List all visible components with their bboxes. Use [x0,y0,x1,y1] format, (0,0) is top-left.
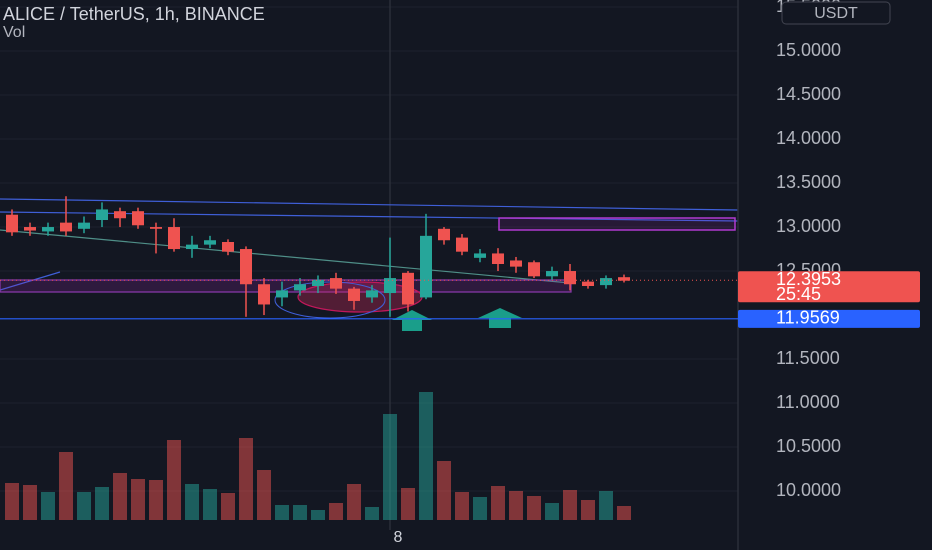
candle-body [60,222,72,232]
volume-bar [239,438,253,520]
volume-bar [473,497,487,520]
candle-body [168,227,180,250]
candle-body [420,235,432,298]
candle-body [24,227,36,231]
chart-title: ALICE / TetherUS, 1h, BINANCE [3,4,265,24]
up-arrow [478,308,522,328]
candle-body [186,244,198,250]
candle-body [222,242,234,252]
y-tick-label: 13.0000 [776,216,841,236]
volume-bar [23,485,37,520]
candle-body [330,278,342,289]
alert-price-label: 11.9569 [776,308,840,328]
candle-body [564,271,576,285]
last-price-box [738,271,920,303]
last-price-label: 12.3953 [776,269,841,289]
x-tick-label: 8 [394,529,403,546]
candle-body [384,278,396,294]
candle-body [402,272,414,305]
y-tick-label: 11.0000 [776,392,840,412]
countdown-label: 25:45 [776,284,821,304]
volume-bar [41,492,55,520]
volume-label: Vol [3,24,25,41]
volume-bar [383,414,397,520]
volume-bar [491,486,505,520]
candle-body [438,228,450,241]
candle-body [294,284,306,291]
volume-bar [455,492,469,520]
volume-bar [131,479,145,520]
candle-body [276,290,288,298]
volume-bar [437,461,451,520]
volume-bar [545,503,559,520]
volume-bar [599,491,613,520]
candle-body [114,211,126,219]
currency-button-label[interactable]: USDT [814,5,858,22]
candle-body [312,279,324,286]
candle-body [42,227,54,232]
volume-bar [311,510,325,520]
trend-line [0,198,739,211]
volume-bar [185,484,199,520]
candle-body [600,278,612,286]
up-arrow [392,310,432,331]
volume-bar [167,440,181,520]
candle-body [204,240,216,245]
trend-line [0,271,61,291]
trend-line [0,229,571,284]
volume-bar [365,507,379,520]
candle-body [546,271,558,277]
volume-bar [401,488,415,520]
volume-bar [527,496,541,520]
volume-bar [509,491,523,520]
candle-body [96,209,108,220]
zone-box [0,279,572,293]
candles [5,196,631,520]
candle-body [492,253,504,264]
volume-bar [203,489,217,520]
candle-body [510,260,522,267]
volume-bar [221,493,235,520]
zone-box [498,217,736,231]
volume-bar [5,483,19,520]
candle-body [618,277,630,281]
volume-bar [113,473,127,520]
volume-bar [293,505,307,520]
volume-bar [419,392,433,520]
candle-body [366,290,378,298]
volume-bar [95,487,109,520]
candle-body [132,211,144,226]
volume-bar [59,452,73,520]
candle-body [582,281,594,286]
currency-button[interactable] [781,1,891,25]
y-tick-label: 13.5000 [776,172,841,192]
volume-bar [563,490,577,520]
y-tick-label: 10.5000 [776,436,841,456]
grid [0,6,738,492]
y-tick-label: 11.5000 [776,348,840,368]
volume-bar [257,470,271,520]
volume-bar [617,506,631,520]
volume-bar [149,480,163,520]
volume-bar [77,492,91,520]
candle-body [150,227,162,229]
candle-body [474,253,486,258]
volume-bar [329,503,343,520]
volume-bar [347,484,361,520]
y-tick-label: 14.0000 [776,128,841,148]
candle-body [456,237,468,252]
volume-bar [275,505,289,520]
y-tick-label: 15.0000 [776,40,841,60]
candle-body [240,249,252,285]
candle-body [348,288,360,301]
candle-body [6,214,18,233]
y-tick-label: 14.5000 [776,84,841,104]
candle-body [258,284,270,305]
candle-body [78,222,90,229]
volume-bar [581,500,595,520]
candle-body [528,262,540,277]
alert-price-box [738,309,920,328]
y-tick-label: 10.0000 [776,480,841,500]
